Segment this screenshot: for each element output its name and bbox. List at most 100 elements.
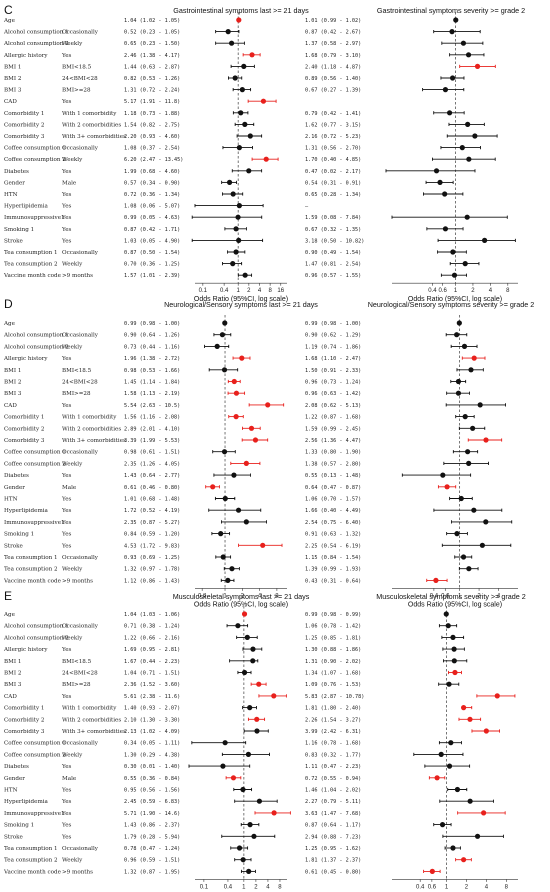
or-ci-value: 3.99 (2.42 - 6.31)	[305, 729, 361, 735]
or-point	[236, 17, 242, 23]
or-point	[481, 810, 487, 816]
or-point	[451, 646, 457, 652]
or-point	[433, 577, 439, 584]
x-tick-label: 0.6	[441, 593, 450, 599]
plot-title: Neurological/Sensory symptoms last >= 21…	[164, 300, 318, 309]
x-tick-label: 1	[454, 288, 458, 294]
or-ci-value: 2.10 (1.30 - 3.30)	[124, 717, 180, 723]
or-ci-value: 5.83 (2.87 - 10.78)	[305, 694, 364, 700]
or-ci-value: 1.34 (1.07 - 1.68)	[305, 671, 361, 677]
or-point	[483, 728, 489, 734]
row-variable-label: Comorbidity 1	[4, 111, 44, 117]
or-point	[458, 495, 464, 502]
row-variable-label: Tea consumption 2	[4, 567, 58, 573]
row-level-label: Occasionally	[62, 450, 99, 456]
row-level-label: Male	[62, 180, 77, 186]
or-point	[239, 355, 245, 361]
x-tick-label: 8	[505, 884, 509, 890]
or-ci-value: 1.16 (0.78 - 1.68)	[305, 741, 361, 747]
row-level-label: 24<BMI<28	[62, 671, 98, 677]
x-tick-label: 4	[489, 288, 493, 294]
or-point	[247, 133, 253, 139]
x-tick-label: 2	[471, 288, 475, 294]
or-ci-value: 2.08 (0.62 - 5.13)	[305, 403, 361, 409]
row-level-label: BMI<18.5	[62, 368, 92, 374]
x-tick-label: 4	[258, 288, 262, 294]
or-ci-value: 0.79 (0.42 - 1.41)	[305, 111, 361, 117]
or-point	[235, 507, 242, 513]
row-level-label: Yes	[61, 215, 72, 221]
or-point	[233, 226, 239, 232]
row-level-label: Weekly	[62, 567, 83, 573]
row-level-label: Yes	[61, 473, 72, 479]
row-level-label: Yes	[61, 694, 72, 700]
or-ci-value: 2.20 (0.93 - 4.60)	[124, 134, 180, 140]
plot-title: Gastrointestinal symptoms severity >= gr…	[377, 6, 525, 15]
or-point	[218, 531, 224, 537]
or-ci-value: 1.32 (0.87 - 1.95)	[124, 869, 180, 875]
row-level-label: With 2 comorbidities	[62, 426, 121, 432]
or-point	[233, 249, 239, 255]
or-point	[448, 740, 454, 746]
row-variable-label: Age	[3, 18, 16, 24]
x-axis-title: Odds Ratio (95%CI, log scale)	[194, 296, 288, 303]
or-ci-value: 2.46 (1.38 - 4.17)	[124, 53, 180, 59]
or-ci-value: 0.43 (0.31 - 0.64)	[305, 578, 361, 584]
or-ci-value: 0.67 (0.32 - 1.35)	[305, 227, 361, 233]
x-tick-label: 4	[497, 593, 501, 599]
or-point	[265, 402, 271, 408]
or-point	[468, 367, 474, 373]
or-point	[252, 437, 259, 443]
x-tick-label: 2	[465, 884, 469, 890]
or-point	[461, 705, 467, 711]
or-ci-value: 4.53 (1.72 - 9.83)	[124, 543, 180, 549]
row-level-label: Yes	[61, 508, 72, 514]
x-tick-label: 2	[241, 593, 245, 599]
row-variable-label: Comorbidity 2	[4, 426, 45, 432]
or-point	[446, 681, 452, 687]
row-variable-label: BMI 3	[4, 88, 22, 94]
or-ci-value: 1.59 (0.99 - 2.45)	[305, 426, 361, 432]
row-variable-label: Stroke	[4, 834, 24, 840]
or-ci-value: 1.04 (0.71 - 1.51)	[124, 671, 180, 677]
or-point	[241, 669, 248, 676]
row-level-label: Occasionally	[62, 250, 99, 256]
or-point	[240, 786, 246, 793]
row-level-label: Weekly	[62, 752, 83, 758]
or-ci-value: 1.79 (0.28 - 5.94)	[124, 834, 180, 840]
or-ci-value: 0.93 (0.69 - 1.25)	[124, 555, 180, 561]
row-variable-label: HTN	[4, 497, 18, 503]
x-tick-label: 8	[268, 288, 272, 294]
or-ci-value: 0.54 (0.31 - 0.91)	[305, 180, 361, 186]
or-ci-value: 2.36 (1.52 - 3.60)	[124, 682, 180, 688]
row-level-label: Yes	[61, 799, 72, 805]
or-point	[244, 634, 250, 641]
row-level-label: Yes	[61, 811, 72, 817]
x-tick-label: 0.1	[199, 288, 208, 294]
or-point	[229, 566, 235, 572]
row-level-label: Occasionally	[62, 624, 99, 630]
or-ci-value: 2.13 (1.02 - 4.09)	[124, 729, 180, 735]
or-point	[461, 857, 467, 863]
x-tick-label: 0.6	[438, 288, 447, 294]
or-point	[256, 798, 263, 804]
or-ci-value: 3.18 (0.50 - 10.82)	[305, 238, 364, 244]
or-point	[219, 332, 225, 338]
row-level-label: With 2 comorbidities	[62, 122, 121, 128]
or-ci-value: 1.67 (0.44 - 2.23)	[124, 659, 180, 665]
x-tick-label: 0.4	[224, 884, 233, 890]
or-point	[248, 425, 255, 431]
or-point	[245, 751, 252, 758]
x-tick-label: 1	[237, 288, 241, 294]
row-variable-label: Hyperlipidemia	[4, 508, 49, 514]
plot-title: Musculoskeletal symptoms last >= 21 days	[173, 592, 310, 601]
row-level-label: Occasionally	[62, 30, 99, 36]
or-ci-value: 0.72 (0.36 - 1.34)	[124, 192, 180, 198]
row-level-label: Occasionally	[62, 741, 99, 747]
or-point	[210, 484, 216, 490]
row-variable-label: Age	[3, 612, 16, 618]
or-point	[225, 577, 231, 584]
or-point	[470, 425, 476, 431]
row-variable-label: BMI 1	[4, 368, 21, 374]
x-axis-title: Odds Ratio (95%CI, log scale)	[408, 601, 502, 608]
